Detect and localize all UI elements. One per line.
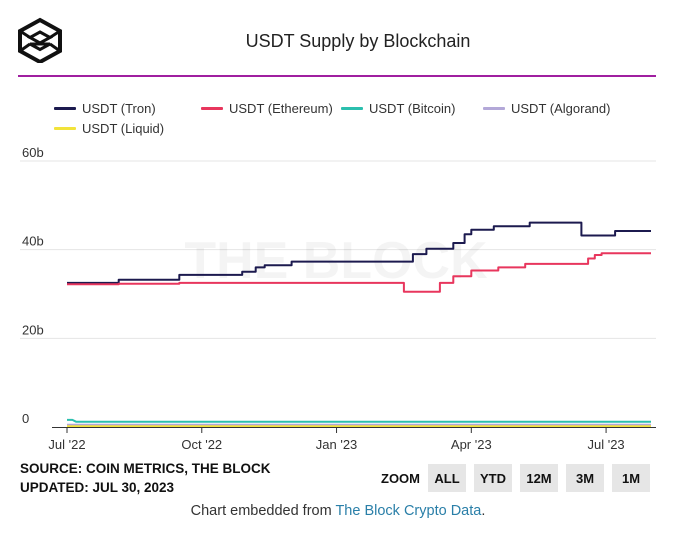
x-tick-label: Jan '23	[316, 437, 358, 452]
zoom-3m-button[interactable]: 3M	[566, 464, 604, 492]
header: USDT Supply by Blockchain	[0, 0, 676, 77]
updated-text: UPDATED: JUL 30, 2023	[20, 480, 175, 495]
zoom-1m-button[interactable]: 1M	[612, 464, 650, 492]
legend-label-tron: USDT (Tron)	[82, 101, 156, 116]
x-tick-label: Oct '22	[181, 437, 222, 452]
legend-item-tron[interactable]: USDT (Tron)	[54, 101, 156, 116]
the-block-logo-icon	[18, 17, 62, 63]
legend-swatch-tron	[54, 107, 76, 110]
y-tick-label: 60b	[22, 145, 44, 160]
header-divider	[18, 75, 656, 77]
series-line	[67, 221, 651, 284]
series-line	[67, 252, 651, 293]
legend-swatch-algorand	[483, 107, 505, 110]
series-line	[67, 418, 651, 423]
legend-swatch-bitcoin	[341, 107, 363, 110]
legend-label-ethereum: USDT (Ethereum)	[229, 101, 333, 116]
zoom-label: ZOOM	[381, 470, 420, 486]
legend-label-bitcoin: USDT (Bitcoin)	[369, 101, 456, 116]
legend-item-ethereum[interactable]: USDT (Ethereum)	[201, 101, 333, 116]
embed-note: Chart embedded from The Block Crypto Dat…	[0, 503, 676, 519]
source-info: SOURCE: COIN METRICS, THE BLOCK UPDATED:…	[20, 459, 271, 497]
the-block-link[interactable]: The Block Crypto Data	[335, 503, 482, 519]
embed-suffix: .	[481, 503, 486, 519]
y-tick-label: 0	[22, 411, 29, 426]
zoom-ytd-button[interactable]: YTD	[474, 464, 512, 492]
zoom-controls: ZOOM ALL YTD 12M 3M 1M	[381, 464, 658, 492]
legend-label-algorand: USDT (Algorand)	[511, 101, 611, 116]
y-tick-label: 20b	[22, 322, 44, 337]
zoom-12m-button[interactable]: 12M	[520, 464, 558, 492]
chart-title: USDT Supply by Blockchain	[245, 31, 471, 51]
legend-item-algorand[interactable]: USDT (Algorand)	[483, 101, 610, 116]
legend-swatch-ethereum	[201, 107, 223, 110]
legend-item-bitcoin[interactable]: USDT (Bitcoin)	[341, 101, 455, 116]
legend-label-liquid: USDT (Liquid)	[82, 121, 165, 136]
zoom-all-button[interactable]: ALL	[428, 464, 466, 492]
x-tick-label: Jul '23	[587, 437, 624, 452]
legend-item-liquid[interactable]: USDT (Liquid)	[54, 121, 164, 136]
source-text: SOURCE: COIN METRICS, THE BLOCK	[20, 461, 271, 476]
embed-text: Chart embedded from	[190, 503, 336, 519]
legend-swatch-liquid	[54, 127, 76, 130]
x-tick-label: Jul '22	[48, 437, 85, 452]
x-tick-label: Apr '23	[451, 437, 492, 452]
y-tick-label: 40b	[22, 234, 44, 249]
